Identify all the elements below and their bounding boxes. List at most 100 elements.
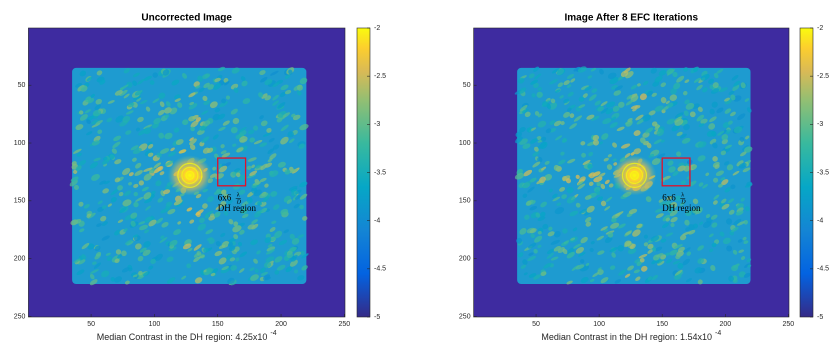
speckle bbox=[643, 242, 649, 247]
speckle bbox=[177, 102, 183, 108]
speckle bbox=[581, 152, 586, 158]
speckle bbox=[128, 182, 132, 186]
speckle bbox=[175, 139, 184, 145]
speckle bbox=[536, 179, 543, 185]
speckle bbox=[667, 160, 674, 166]
speckle bbox=[580, 277, 589, 284]
speckle bbox=[588, 94, 597, 101]
speckle bbox=[696, 84, 703, 91]
speckle bbox=[296, 90, 302, 96]
speckle bbox=[249, 267, 255, 272]
speckle bbox=[632, 229, 641, 237]
speckle bbox=[236, 147, 244, 153]
speckle bbox=[92, 261, 97, 265]
speckle bbox=[230, 126, 238, 134]
speckle bbox=[718, 183, 723, 188]
speckle bbox=[584, 195, 592, 200]
speckle bbox=[585, 262, 590, 267]
speckle bbox=[235, 172, 241, 178]
speckle bbox=[259, 70, 266, 76]
speckle bbox=[627, 265, 634, 271]
speckle bbox=[530, 79, 539, 85]
speckle bbox=[582, 93, 588, 98]
speckle bbox=[741, 256, 746, 260]
annotation-size: 6x6 bbox=[218, 193, 232, 203]
speckle bbox=[132, 147, 142, 155]
speckle bbox=[685, 210, 692, 217]
speckle bbox=[123, 228, 128, 233]
colorbar-tick-label: -5 bbox=[817, 314, 823, 321]
speckle bbox=[744, 263, 751, 268]
speckle bbox=[213, 82, 222, 90]
speckle bbox=[272, 94, 279, 101]
speckle bbox=[206, 237, 213, 241]
speckle bbox=[740, 197, 745, 202]
speckle bbox=[552, 193, 558, 199]
speckle bbox=[163, 189, 171, 195]
speckle bbox=[143, 173, 152, 181]
annotation-text: DH region bbox=[662, 203, 701, 213]
speckle bbox=[96, 223, 102, 227]
speckle bbox=[555, 89, 561, 93]
speckle bbox=[721, 203, 730, 210]
speckle bbox=[630, 84, 638, 90]
speckle bbox=[556, 68, 566, 76]
speckle bbox=[206, 267, 213, 274]
speckle bbox=[268, 137, 275, 143]
speckle bbox=[203, 100, 210, 106]
speckle bbox=[127, 102, 135, 108]
speckle bbox=[679, 234, 687, 241]
dh-region-box bbox=[661, 157, 691, 187]
speckle bbox=[153, 117, 162, 125]
speckle bbox=[682, 247, 691, 254]
speckle bbox=[253, 125, 259, 131]
speckle bbox=[674, 244, 683, 249]
speckle bbox=[725, 129, 731, 135]
speckle bbox=[194, 277, 203, 284]
speckle bbox=[143, 124, 153, 130]
speckle bbox=[132, 80, 138, 86]
speckle bbox=[591, 88, 598, 93]
speckle bbox=[732, 170, 740, 176]
speckle bbox=[599, 141, 603, 145]
speckle bbox=[114, 258, 120, 264]
speckle bbox=[520, 264, 527, 269]
speckle bbox=[259, 267, 266, 274]
speckle bbox=[231, 67, 240, 74]
speckle bbox=[601, 133, 609, 140]
speckle bbox=[569, 113, 575, 118]
speckle bbox=[711, 222, 718, 228]
speckle bbox=[684, 99, 690, 105]
speckle bbox=[580, 85, 590, 90]
speckle bbox=[190, 126, 195, 132]
speckle bbox=[249, 170, 258, 176]
speckle bbox=[697, 245, 705, 251]
speckle bbox=[263, 261, 272, 269]
speckle bbox=[552, 196, 561, 202]
speckle bbox=[299, 204, 304, 210]
speckle bbox=[656, 253, 664, 258]
speckle bbox=[240, 207, 248, 215]
speckle bbox=[699, 221, 704, 226]
speckle bbox=[143, 271, 150, 277]
speckle bbox=[143, 75, 152, 81]
speckle bbox=[537, 120, 547, 128]
speckle bbox=[137, 116, 144, 123]
speckle bbox=[589, 247, 594, 253]
speckle bbox=[530, 138, 538, 144]
speckle bbox=[288, 138, 295, 144]
speckle bbox=[683, 67, 689, 72]
speckle bbox=[719, 231, 725, 237]
speckle bbox=[182, 73, 188, 79]
speckle bbox=[543, 262, 552, 269]
speckle bbox=[518, 87, 527, 94]
speckle bbox=[282, 112, 291, 118]
speckle bbox=[730, 184, 736, 190]
speckle bbox=[202, 203, 208, 209]
speckle bbox=[239, 251, 248, 258]
speckle bbox=[256, 250, 261, 255]
speckle bbox=[716, 68, 724, 74]
y-tick-label: 200 bbox=[459, 255, 471, 262]
speckle bbox=[535, 212, 541, 218]
